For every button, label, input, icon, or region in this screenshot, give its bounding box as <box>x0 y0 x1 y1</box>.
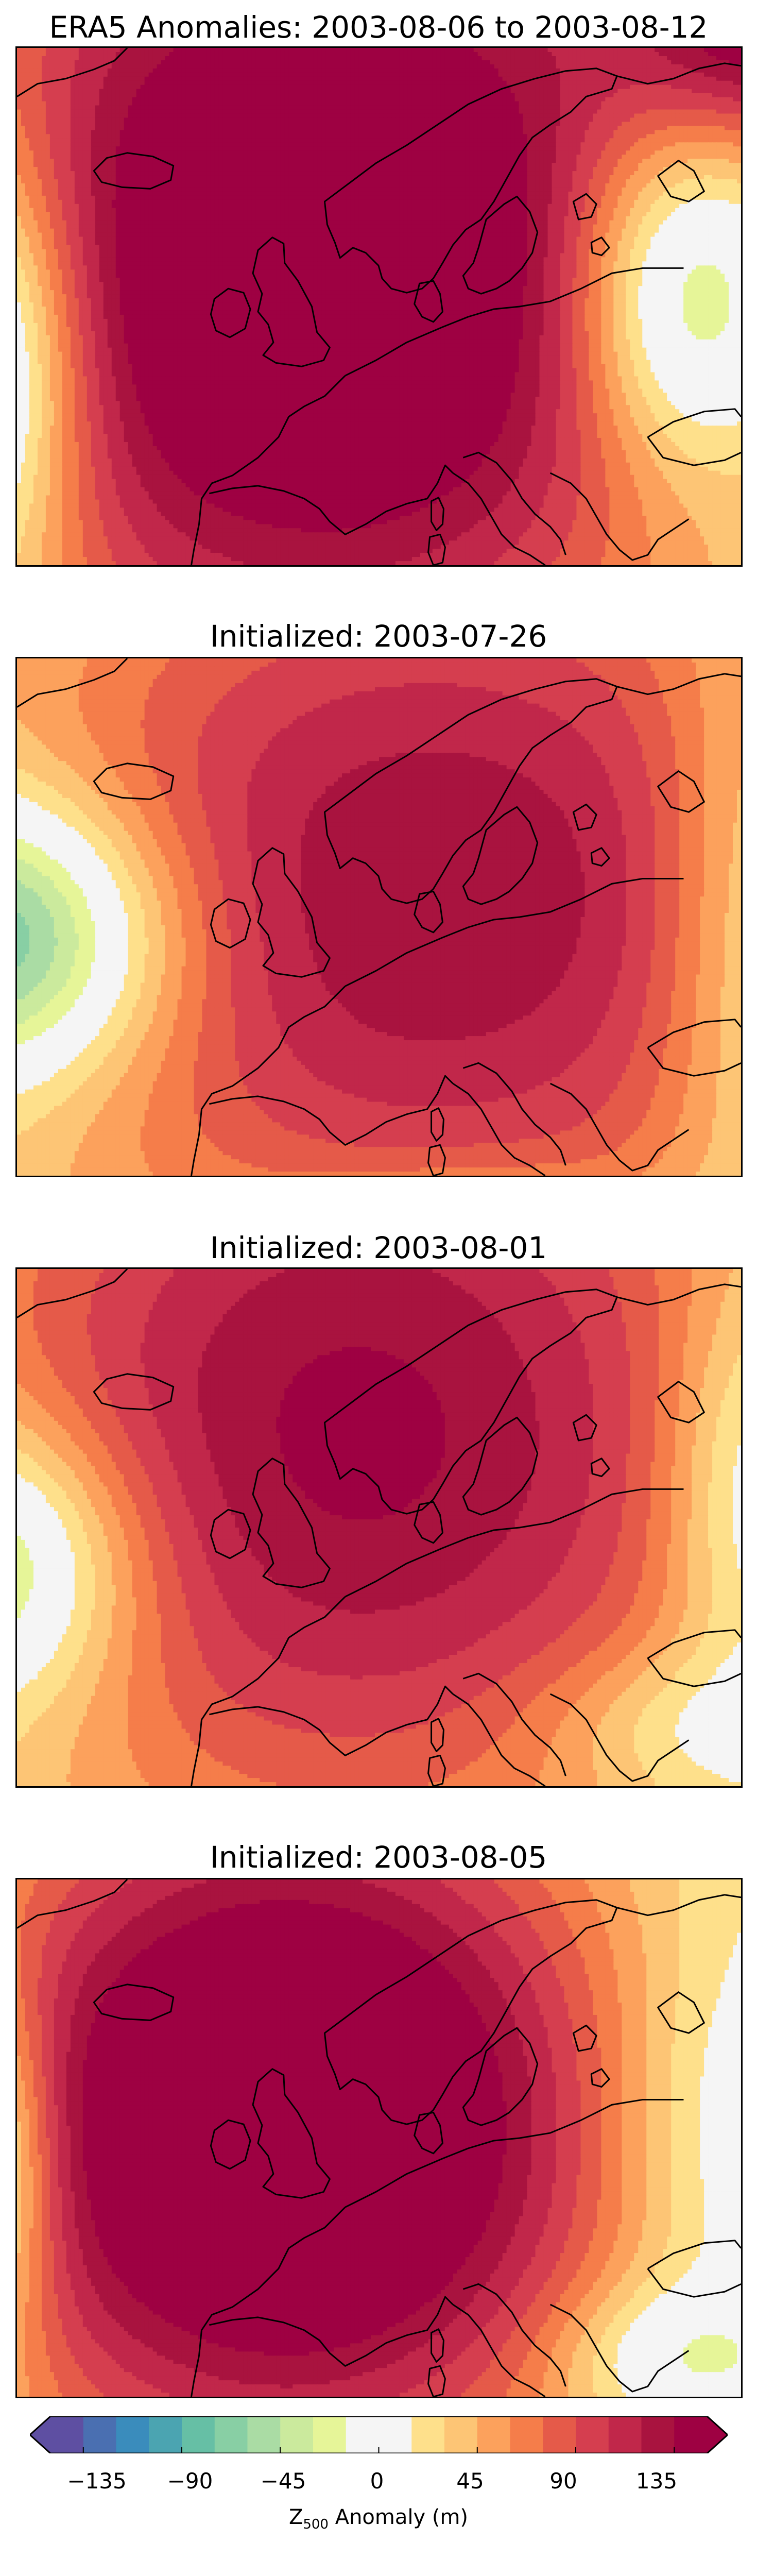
colorbar-segment <box>346 2416 379 2453</box>
colorbar-segment <box>182 2416 215 2453</box>
colorbar-segment <box>50 2416 83 2453</box>
panel-title-init-0805: Initialized: 2003-08-05 <box>0 1839 757 1875</box>
colorbar-segment <box>411 2416 444 2453</box>
colorbar-tick-label: 135 <box>605 2469 708 2494</box>
colorbar-label-units: Anomaly (m) <box>329 2505 468 2529</box>
panel-title-init-0801: Initialized: 2003-08-01 <box>0 1230 757 1266</box>
colorbar-tick-label: 45 <box>419 2469 522 2494</box>
colorbar-segment <box>543 2416 576 2453</box>
colorbar-extend-max <box>707 2416 728 2453</box>
colorbar-segment <box>510 2416 543 2453</box>
map-panel-init-0726 <box>15 657 743 1177</box>
anomaly-map-init-0801 <box>17 1269 741 1786</box>
colorbar-segment <box>642 2416 675 2453</box>
anomaly-field <box>17 1879 741 2397</box>
colorbar-tick-label: −90 <box>139 2469 242 2494</box>
colorbar-segment <box>674 2416 707 2453</box>
anomaly-map-init-0726 <box>17 658 741 1176</box>
panel-title-init-0726: Initialized: 2003-07-26 <box>0 618 757 654</box>
colorbar-segment <box>576 2416 609 2453</box>
colorbar-label: Z500 Anomaly (m) <box>0 2505 757 2537</box>
map-panel-era5 <box>15 46 743 567</box>
map-panel-init-0805 <box>15 1878 743 2398</box>
map-panel-init-0801 <box>15 1267 743 1788</box>
anomaly-map-init-0805 <box>17 1879 741 2397</box>
anomaly-field <box>17 48 741 565</box>
colorbar-segment <box>477 2416 510 2453</box>
colorbar-tick-label: −135 <box>45 2469 148 2494</box>
colorbar-segment <box>609 2416 642 2453</box>
colorbar-tick-label: 90 <box>512 2469 615 2494</box>
colorbar-segment <box>444 2416 477 2453</box>
colorbar-label-z: Z <box>289 2505 303 2529</box>
colorbar-segment <box>215 2416 248 2453</box>
anomaly-field <box>17 1269 741 1786</box>
colorbar-segment <box>280 2416 313 2453</box>
anomaly-field <box>17 658 741 1176</box>
colorbar-tick-label: 0 <box>325 2469 428 2494</box>
colorbar-segment <box>313 2416 346 2453</box>
colorbar-tick-label: −45 <box>232 2469 335 2494</box>
colorbar-extend-min <box>30 2416 50 2453</box>
colorbar-segment <box>149 2416 182 2453</box>
colorbar-segment <box>116 2416 149 2453</box>
colorbar-segment <box>379 2416 412 2453</box>
panel-title-era5: ERA5 Anomalies: 2003-08-06 to 2003-08-12 <box>0 9 757 45</box>
anomaly-map-era5 <box>17 48 741 565</box>
colorbar-label-level: 500 <box>303 2517 329 2532</box>
colorbar-segment <box>248 2416 281 2453</box>
colorbar <box>30 2416 728 2453</box>
colorbar-segment <box>83 2416 116 2453</box>
